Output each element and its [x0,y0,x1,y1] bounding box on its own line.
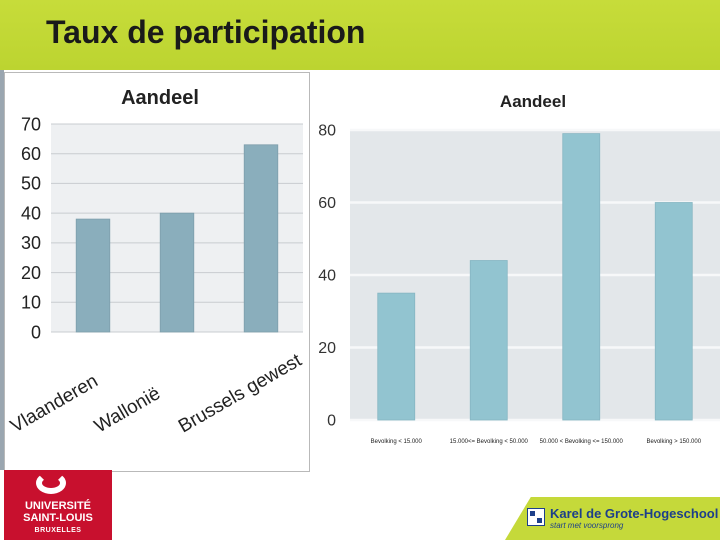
left-accent-strip [0,70,4,470]
bar [377,292,416,421]
usl-emblem-icon [36,472,66,494]
universite-saint-louis-logo: UNIVERSITÉ SAINT-LOUIS BRUXELLES [4,470,112,540]
chart-aandeel-population: 0 20 40 60 80 Aandeel Bevolking < 15.000 15.000… [316,75,720,470]
y-tick-label: 50 [21,174,41,194]
y-tick-label: 60 [318,195,336,212]
y-tick-label: 0 [31,322,41,342]
kdg-emblem-icon [527,508,545,526]
y-tick-label: 30 [21,233,41,253]
kdg-tagline: start met voorsprong [550,521,624,530]
bar [562,133,601,421]
bar [159,212,195,333]
y-tick-label: 10 [21,293,41,313]
y-tick-label: 20 [318,340,336,357]
chart-aandeel-regions: 0 10 20 30 40 50 60 70 Aandeel Vlaanderen Wallonië… [4,72,310,472]
chart-left-svg: 0 10 20 30 40 50 60 70 Aandeel VlaanderenWallonië… [7,87,306,438]
x-category-label: Bevolking < 15.000 [371,439,423,445]
kdg-name: Karel de Grote-Hogeschool [550,506,719,521]
y-tick-label: 20 [21,263,41,283]
y-tick-label: 70 [21,114,41,134]
chart-title: Aandeel [121,87,199,109]
x-category-label: 50.000 < Bevolking <= 150.000 [540,439,624,445]
bar [654,202,693,421]
bar [243,144,279,333]
page-title: Taux de participation [46,14,366,50]
y-tick-label: 40 [21,203,41,223]
logo-line-2: SAINT-LOUIS [23,512,93,524]
logo-line-3: BRUXELLES [34,527,82,534]
bar [75,218,111,333]
x-category-label: 15.000<= Bevolking < 50.000 [450,439,529,445]
x-category-label: Wallonië [91,383,164,437]
y-tick-label: 80 [318,123,336,140]
logo-line-1: UNIVERSITÉ [24,500,91,512]
y-tick-label: 60 [21,144,41,164]
chart-right-svg: 0 20 40 60 80 Aandeel Bevolking < 15.000 15.000… [318,92,720,445]
y-tick-label: 40 [318,268,336,285]
header-band [0,0,720,70]
x-category-label: Bevolking > 150.000 [646,439,701,445]
bar [469,260,508,421]
y-tick-label: 0 [327,413,336,430]
chart-title: Aandeel [500,92,566,111]
x-category-label: Brussels gewest [175,350,306,438]
x-category-label: Vlaanderen [7,371,102,438]
